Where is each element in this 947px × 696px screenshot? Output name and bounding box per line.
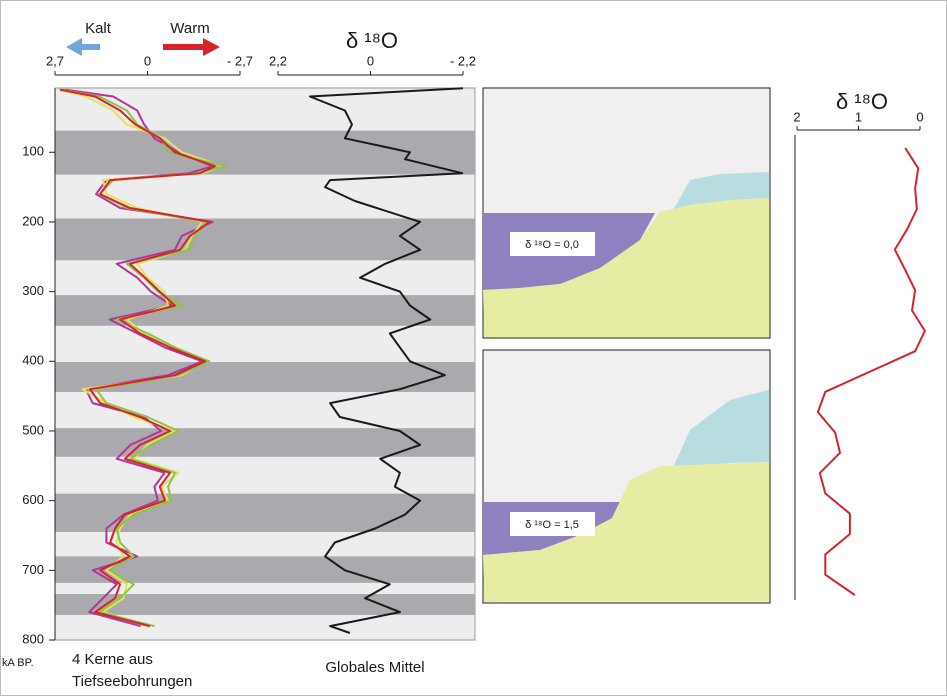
y-tick-label: 300 [22, 283, 44, 298]
band [55, 131, 475, 175]
y-tick-label: 600 [22, 492, 44, 507]
panel-label: δ ¹⁸O = 1,5 [525, 519, 579, 531]
x-tick-label: 2 [793, 109, 800, 124]
axis-label: kA BP. [2, 657, 34, 669]
caption: Globales Mittel [325, 659, 424, 676]
x-tick-label: 0 [367, 53, 374, 68]
y-tick-label: 500 [22, 422, 44, 437]
y-tick-label: 100 [22, 144, 44, 159]
caption: Tiefseebohrungen [72, 673, 192, 690]
figure: Kalt Warm kA BP. 4 Kerne aus Tiefseebohr… [0, 0, 947, 696]
cold-label: Kalt [85, 20, 112, 37]
y-tick-label: 700 [22, 562, 44, 577]
x-tick-label: 0 [916, 109, 923, 124]
x-tick-label: 2,7 [46, 53, 64, 68]
y-tick-label: 200 [22, 213, 44, 228]
y-tick-label: 800 [22, 631, 44, 646]
x-tick-label: - 2,2 [450, 53, 476, 68]
caption: 4 Kerne aus [72, 651, 153, 668]
band [55, 428, 475, 457]
y-tick-label: 400 [22, 353, 44, 368]
band [55, 362, 475, 392]
warm-label: Warm [170, 20, 209, 37]
x-tick-label: 2,2 [269, 53, 287, 68]
x-tick-label: 1 [855, 109, 862, 124]
x-tick-label: 0 [144, 53, 151, 68]
band [55, 594, 475, 615]
panel-label: δ ¹⁸O = 0,0 [525, 239, 579, 251]
x-tick-label: - 2,7 [227, 53, 253, 68]
chart-title: δ ¹⁸O [346, 28, 398, 53]
